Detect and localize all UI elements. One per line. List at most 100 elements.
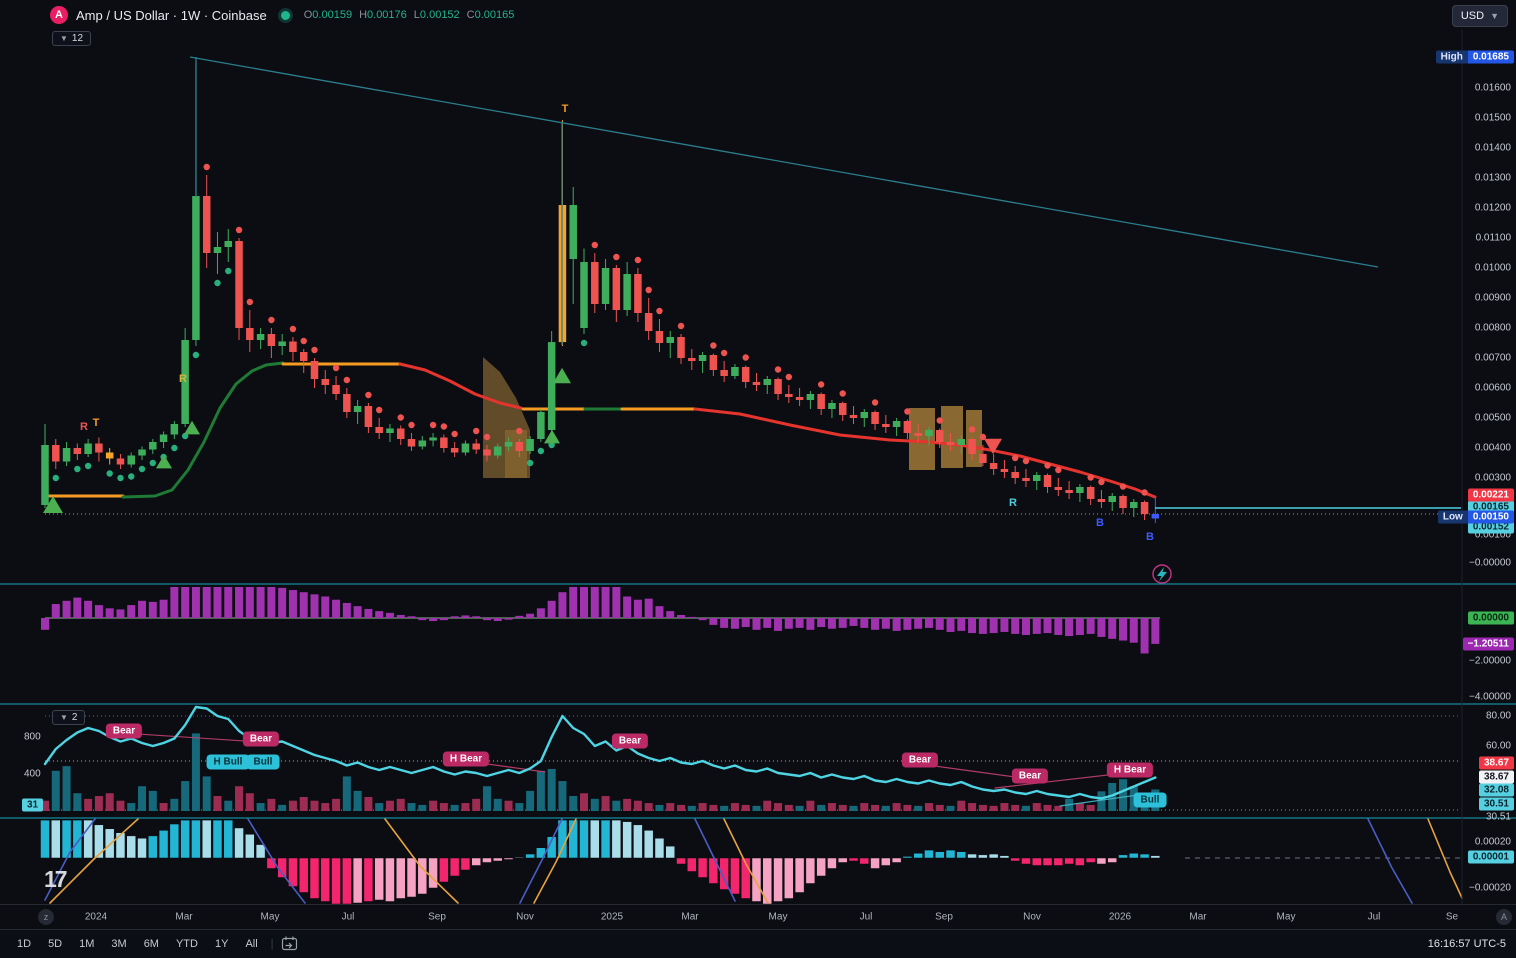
time-axis-label: Se [1445, 911, 1459, 923]
range-button-ytd[interactable]: YTD [175, 938, 198, 950]
left-axis-tick: 800 [24, 731, 41, 743]
signal-badge-bear: Bear [105, 723, 143, 739]
axis-price-badge: 32.08 [1478, 783, 1514, 797]
signal-badge-h-bull: H Bull [206, 754, 250, 770]
time-axis-label: Jul [859, 911, 873, 923]
axis-tick: 0.00400 [1474, 442, 1511, 454]
range-button-all[interactable]: All [245, 938, 258, 950]
axis-price-badge: 0.00001 [1467, 850, 1514, 864]
axis-tick: 0.01400 [1474, 142, 1511, 154]
pane-separators [0, 30, 1516, 905]
axis-price-badge: 38.67 [1478, 770, 1514, 784]
currency-value: USD [1460, 10, 1485, 22]
low-label: L [413, 9, 420, 21]
signal-badge-h-bear: H Bear [442, 751, 490, 767]
range-button-1d[interactable]: 1D [17, 938, 32, 950]
time-axis-label: Mar [175, 911, 193, 923]
axis-tick: 0.00020 [1474, 836, 1511, 848]
time-axis-label: Jul [341, 911, 355, 923]
axis-price-badge: 0.00221 [1467, 488, 1514, 502]
rsi-interval-value: 2 [71, 712, 78, 723]
symbol-title[interactable]: Amp / US Dollar · 1W · Coinbase [76, 7, 267, 23]
open-label: O [303, 9, 313, 21]
svg-text:T: T [93, 417, 100, 429]
axis-tick: 0.01300 [1474, 172, 1511, 184]
amp-logo-icon: A [50, 6, 68, 24]
range-button-5d[interactable]: 5D [48, 938, 63, 950]
axis-tick: 60.00 [1485, 740, 1511, 752]
svg-text:R: R [179, 373, 187, 385]
axis-price-badge: Low 0.00150 [1437, 510, 1514, 524]
time-axis-label: Mar [681, 911, 699, 923]
range-buttons: 1D 5D 1M 3M 6M YTD 1Y All [0, 936, 265, 952]
open-value: 0.00159 [312, 9, 353, 21]
time-axis-label: Nov [516, 911, 534, 923]
axis-tick: 0.01500 [1474, 112, 1511, 124]
range-button-3m[interactable]: 3M [111, 938, 127, 950]
main-interval-chip[interactable]: ▼ 12 [52, 31, 92, 46]
axis-price-badge: High 0.01685 [1435, 50, 1514, 64]
left-axis-tick: 400 [24, 768, 41, 780]
signal-badge-bear: Bear [901, 752, 939, 768]
low-value: 0.00152 [419, 9, 460, 21]
candles-layer [41, 62, 1160, 523]
left-axis-badge: 31 [22, 798, 44, 812]
ohlc-readout: O0.00159 H0.00176 L0.00152 C0.00165 [304, 9, 522, 21]
axis-tick: 0.00800 [1474, 322, 1511, 334]
axis-price-badge: 0.00165 [1467, 500, 1514, 514]
high-value: 0.00176 [367, 9, 407, 21]
time-axis-label: 2025 [600, 911, 624, 923]
axis-tick: 0.00900 [1474, 292, 1511, 304]
go-to-date-icon[interactable] [280, 935, 300, 953]
chevron-down-icon: ▼ [1490, 11, 1499, 21]
axis-tick: −4.00000 [1469, 691, 1511, 703]
time-axis-label: Sep [935, 911, 953, 923]
axis-tick: 0.00700 [1474, 352, 1511, 364]
axis-price-badge: 38.67 [1478, 756, 1514, 770]
bottom-toolbar: 1D 5D 1M 3M 6M YTD 1Y All | 16:16:57 UTC-5 [0, 929, 1516, 958]
currency-dropdown[interactable]: USD ▼ [1451, 5, 1508, 27]
timezone-badge[interactable]: z [38, 909, 54, 925]
range-button-1y[interactable]: 1Y [214, 938, 229, 950]
time-axis-label: May [768, 911, 788, 923]
time-axis-label: Sep [428, 911, 446, 923]
signal-badge-bull: Bull [246, 754, 280, 770]
moving-average-layer [43, 361, 1157, 499]
axis-tick: 0.00100 [1474, 529, 1511, 541]
range-button-6m[interactable]: 6M [143, 938, 159, 950]
adjust-badge[interactable]: A [1496, 909, 1512, 925]
signal-badge-bear: Bear [611, 733, 649, 749]
tradingview-watermark: 17 [44, 866, 68, 892]
axis-price-badge: −1.20511 [1462, 637, 1514, 651]
market-status-dot-icon [280, 10, 290, 20]
chart-header: A Amp / US Dollar · 1W · Coinbase O0.001… [0, 0, 1516, 30]
time-axis-label: Nov [1023, 911, 1041, 923]
time-axis-label: Mar [1189, 911, 1207, 923]
time-axis-label: Jul [1367, 911, 1381, 923]
macd-pane-layer [40, 818, 1463, 905]
axis-price-badge: 0.00152 [1467, 520, 1514, 534]
signal-badge-bear: Bear [242, 731, 280, 747]
purple-histogram-layer [41, 587, 1160, 654]
svg-text:R: R [80, 421, 88, 433]
axis-tick: 0.00600 [1474, 382, 1511, 394]
time-axis-label: 2026 [1108, 911, 1132, 923]
svg-text:B: B [1096, 517, 1104, 529]
toolbar-divider: | [270, 938, 274, 950]
rsi-pane-layer [41, 705, 1460, 811]
signal-badge-bear: Bear [1011, 768, 1049, 784]
chevron-down-icon: ▼ [60, 713, 68, 722]
clock: 16:16:57 UTC-5 [1427, 938, 1506, 950]
time-axis-label: May [1276, 911, 1296, 923]
axis-tick: −0.00000 [1469, 557, 1511, 569]
svg-text:T: T [562, 103, 569, 115]
rsi-interval-chip[interactable]: ▼ 2 [52, 710, 86, 725]
range-button-1m[interactable]: 1M [79, 938, 95, 950]
signal-badge-bull: Bull [1133, 792, 1167, 808]
svg-text:B: B [1146, 531, 1154, 543]
axis-tick: 30.51 [1485, 811, 1511, 823]
axis-tick: −0.00020 [1469, 882, 1511, 894]
